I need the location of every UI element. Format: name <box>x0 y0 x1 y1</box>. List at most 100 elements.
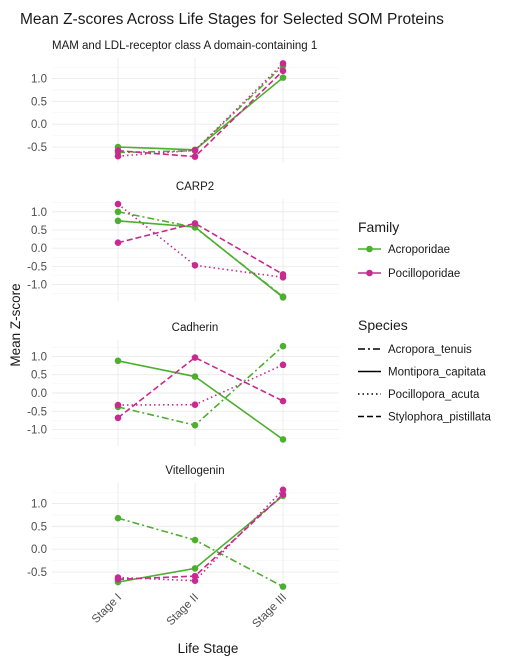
legend-family-item: Pocilloporidae <box>358 268 460 280</box>
y-tick-label: 0.0 <box>31 544 47 556</box>
facet-panels: MAM and LDL-receptor class A domain-cont… <box>27 40 339 590</box>
legend: Family Acroporidae Pocilloporidae Species… <box>358 219 492 424</box>
data-point <box>191 220 199 227</box>
y-tick-label: -1.0 <box>27 280 47 292</box>
series-line <box>117 222 284 276</box>
data-point <box>279 361 287 369</box>
series-line <box>117 77 284 151</box>
legend-species-entries: Acropora_tenuis Montipora_capitata Pocillo… <box>358 344 492 424</box>
legend-family-item: Acroporidae <box>358 244 450 256</box>
data-point <box>279 67 287 75</box>
data-point <box>114 152 122 160</box>
facet-strip-label: Cadherin <box>172 322 219 334</box>
legend-species-item: Stylophora_pistillata <box>358 412 492 424</box>
series-line <box>117 203 284 279</box>
data-point <box>191 572 199 580</box>
y-tick-label: 1.0 <box>31 351 47 363</box>
data-point <box>279 60 287 67</box>
series-line <box>117 493 284 581</box>
y-tick-label: -0.5 <box>27 142 47 154</box>
data-point <box>279 74 287 81</box>
legend-species-label: Pocillopora_acuta <box>388 389 480 401</box>
data-point <box>191 401 199 408</box>
legend-family-entries: Acroporidae Pocilloporidae <box>358 244 460 280</box>
y-tick-label: 0.5 <box>31 96 47 108</box>
y-tick-label: 1.0 <box>31 499 47 511</box>
x-axis-label: Life Stage <box>178 641 239 656</box>
data-point <box>279 486 287 494</box>
data-point <box>279 294 287 301</box>
facet-panel: Cadherin -1.0 -0.5 0.0 0.5 1.0 <box>27 322 339 446</box>
data-point <box>191 146 199 154</box>
legend-species-item: Acropora_tenuis <box>358 344 472 356</box>
facet-panel: MAM and LDL-receptor class A domain-cont… <box>27 40 339 163</box>
facet-strip-label: Vitellogenin <box>165 465 224 477</box>
y-tick-label: -0.5 <box>27 567 47 579</box>
y-tick-label: 0.0 <box>31 388 47 400</box>
y-tick-label: 1.0 <box>31 74 47 86</box>
series-line <box>117 360 284 441</box>
data-point <box>191 153 199 160</box>
legend-species-item: Montipora_capitata <box>358 367 486 379</box>
x-tick-label: Stage I <box>90 592 124 626</box>
legend-key-point <box>366 269 373 277</box>
data-point <box>114 147 122 154</box>
legend-species-title: Species <box>358 317 408 333</box>
data-point <box>279 397 287 405</box>
y-tick-label: -1.0 <box>27 425 47 437</box>
facet-panel: CARP2 -1.0 -0.5 0.0 0.5 1.0 <box>27 181 339 301</box>
legend-family-title: Family <box>358 219 399 235</box>
data-point <box>114 401 122 409</box>
legend-species-item: Pocillopora_acuta <box>358 389 480 401</box>
data-point <box>191 536 199 544</box>
data-point <box>114 414 122 422</box>
data-point <box>279 491 287 498</box>
data-point <box>191 354 199 361</box>
y-tick-label: 1.0 <box>31 207 47 219</box>
y-axis-label: Mean Z-score <box>8 283 23 366</box>
series-line <box>117 345 284 427</box>
series-line <box>117 356 284 419</box>
legend-family-label: Acroporidae <box>388 244 450 256</box>
data-point <box>191 373 199 380</box>
data-point <box>279 436 287 443</box>
data-point <box>114 200 122 208</box>
data-point <box>191 262 199 269</box>
data-point <box>114 514 122 522</box>
facet-strip-label: MAM and LDL-receptor class A domain-cont… <box>52 40 317 52</box>
data-point <box>114 217 122 225</box>
series-line <box>117 495 284 583</box>
chart-title: Mean Z-scores Across Life Stages for Sel… <box>20 11 444 28</box>
x-axis-tick-labels: Stage I Stage II Stage III <box>90 592 289 631</box>
x-tick-label: Stage II <box>165 592 202 629</box>
legend-species-label: Acropora_tenuis <box>388 344 472 356</box>
y-tick-label: 0.0 <box>31 119 47 131</box>
data-point <box>191 577 199 584</box>
y-tick-label: 0.0 <box>31 243 47 255</box>
data-point <box>191 421 199 429</box>
y-tick-label: -0.5 <box>27 406 47 418</box>
facet-panel: Vitellogenin -0.5 0.0 0.5 1.0 <box>27 465 339 590</box>
series-line <box>117 220 284 298</box>
data-point <box>279 271 287 278</box>
data-point <box>191 565 199 572</box>
y-tick-label: 0.5 <box>31 225 47 237</box>
series-line <box>117 62 284 157</box>
data-point <box>114 239 122 247</box>
x-tick-label: Stage III <box>250 592 289 631</box>
y-tick-label: 0.5 <box>31 521 47 533</box>
y-tick-label: -0.5 <box>27 261 47 273</box>
legend-species-label: Stylophora_pistillata <box>388 412 492 424</box>
data-point <box>279 583 287 590</box>
data-point <box>114 576 122 583</box>
legend-key-point <box>366 245 373 253</box>
data-point <box>114 208 122 216</box>
legend-species-label: Montipora_capitata <box>388 367 486 379</box>
legend-family-label: Pocilloporidae <box>388 268 460 280</box>
facet-strip-label: CARP2 <box>176 181 214 193</box>
series-line <box>117 517 284 588</box>
data-point <box>279 342 287 350</box>
y-tick-label: 0.5 <box>31 370 47 382</box>
data-point <box>114 357 122 365</box>
